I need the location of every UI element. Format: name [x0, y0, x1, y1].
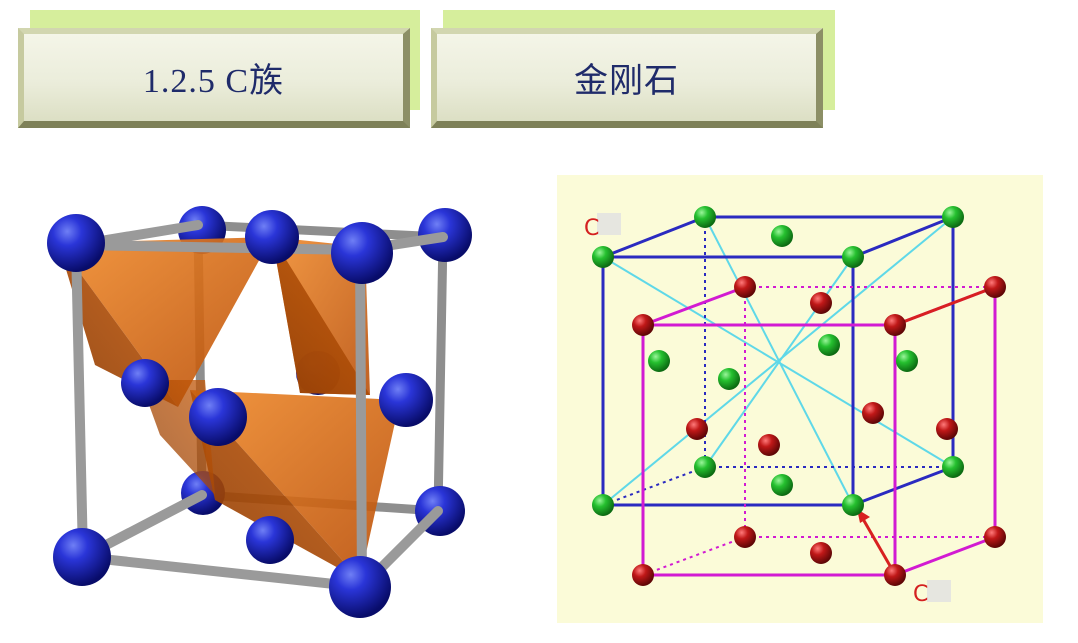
- label-bottom-c: C: [913, 582, 928, 607]
- atom: [771, 225, 793, 247]
- atom: [810, 542, 832, 564]
- atom: [936, 418, 958, 440]
- label-top-bg: [597, 213, 621, 235]
- atom: [189, 388, 247, 446]
- atom: [246, 516, 294, 564]
- atom: [686, 418, 708, 440]
- atom: [329, 556, 391, 618]
- header-left: 1.2.5 C族: [18, 10, 422, 128]
- atom: [592, 246, 614, 268]
- atom: [758, 434, 780, 456]
- atom: [862, 402, 884, 424]
- atom: [842, 494, 864, 516]
- section-title: 1.2.5 C族: [143, 53, 284, 102]
- atom: [245, 210, 299, 264]
- panel-background: [557, 175, 1043, 623]
- atom: [984, 276, 1006, 298]
- atom: [694, 456, 716, 478]
- atom: [331, 222, 393, 284]
- diamond-unit-cell-schematic: C C: [557, 175, 1043, 623]
- atom: [810, 292, 832, 314]
- atom: [884, 314, 906, 336]
- atom: [379, 373, 433, 427]
- atom: [121, 359, 169, 407]
- atom: [592, 494, 614, 516]
- atom: [734, 526, 756, 548]
- atom: [632, 564, 654, 586]
- atom: [718, 368, 740, 390]
- atom: [942, 206, 964, 228]
- header-left-plate: 1.2.5 C族: [18, 28, 410, 128]
- atom: [984, 526, 1006, 548]
- atom: [632, 314, 654, 336]
- topic-title: 金刚石: [574, 53, 679, 102]
- atom: [47, 214, 105, 272]
- atom: [896, 350, 918, 372]
- atom: [771, 474, 793, 496]
- atom: [53, 528, 111, 586]
- atom: [942, 456, 964, 478]
- atom: [818, 334, 840, 356]
- atom: [734, 276, 756, 298]
- diamond-3d-model: [40, 195, 490, 635]
- atom: [694, 206, 716, 228]
- header-right: 金刚石: [431, 10, 841, 128]
- label-top-c: C: [584, 216, 599, 241]
- header-right-plate: 金刚石: [431, 28, 823, 128]
- atom: [648, 350, 670, 372]
- atom: [842, 246, 864, 268]
- atom: [884, 564, 906, 586]
- label-bottom-bg: [927, 580, 951, 602]
